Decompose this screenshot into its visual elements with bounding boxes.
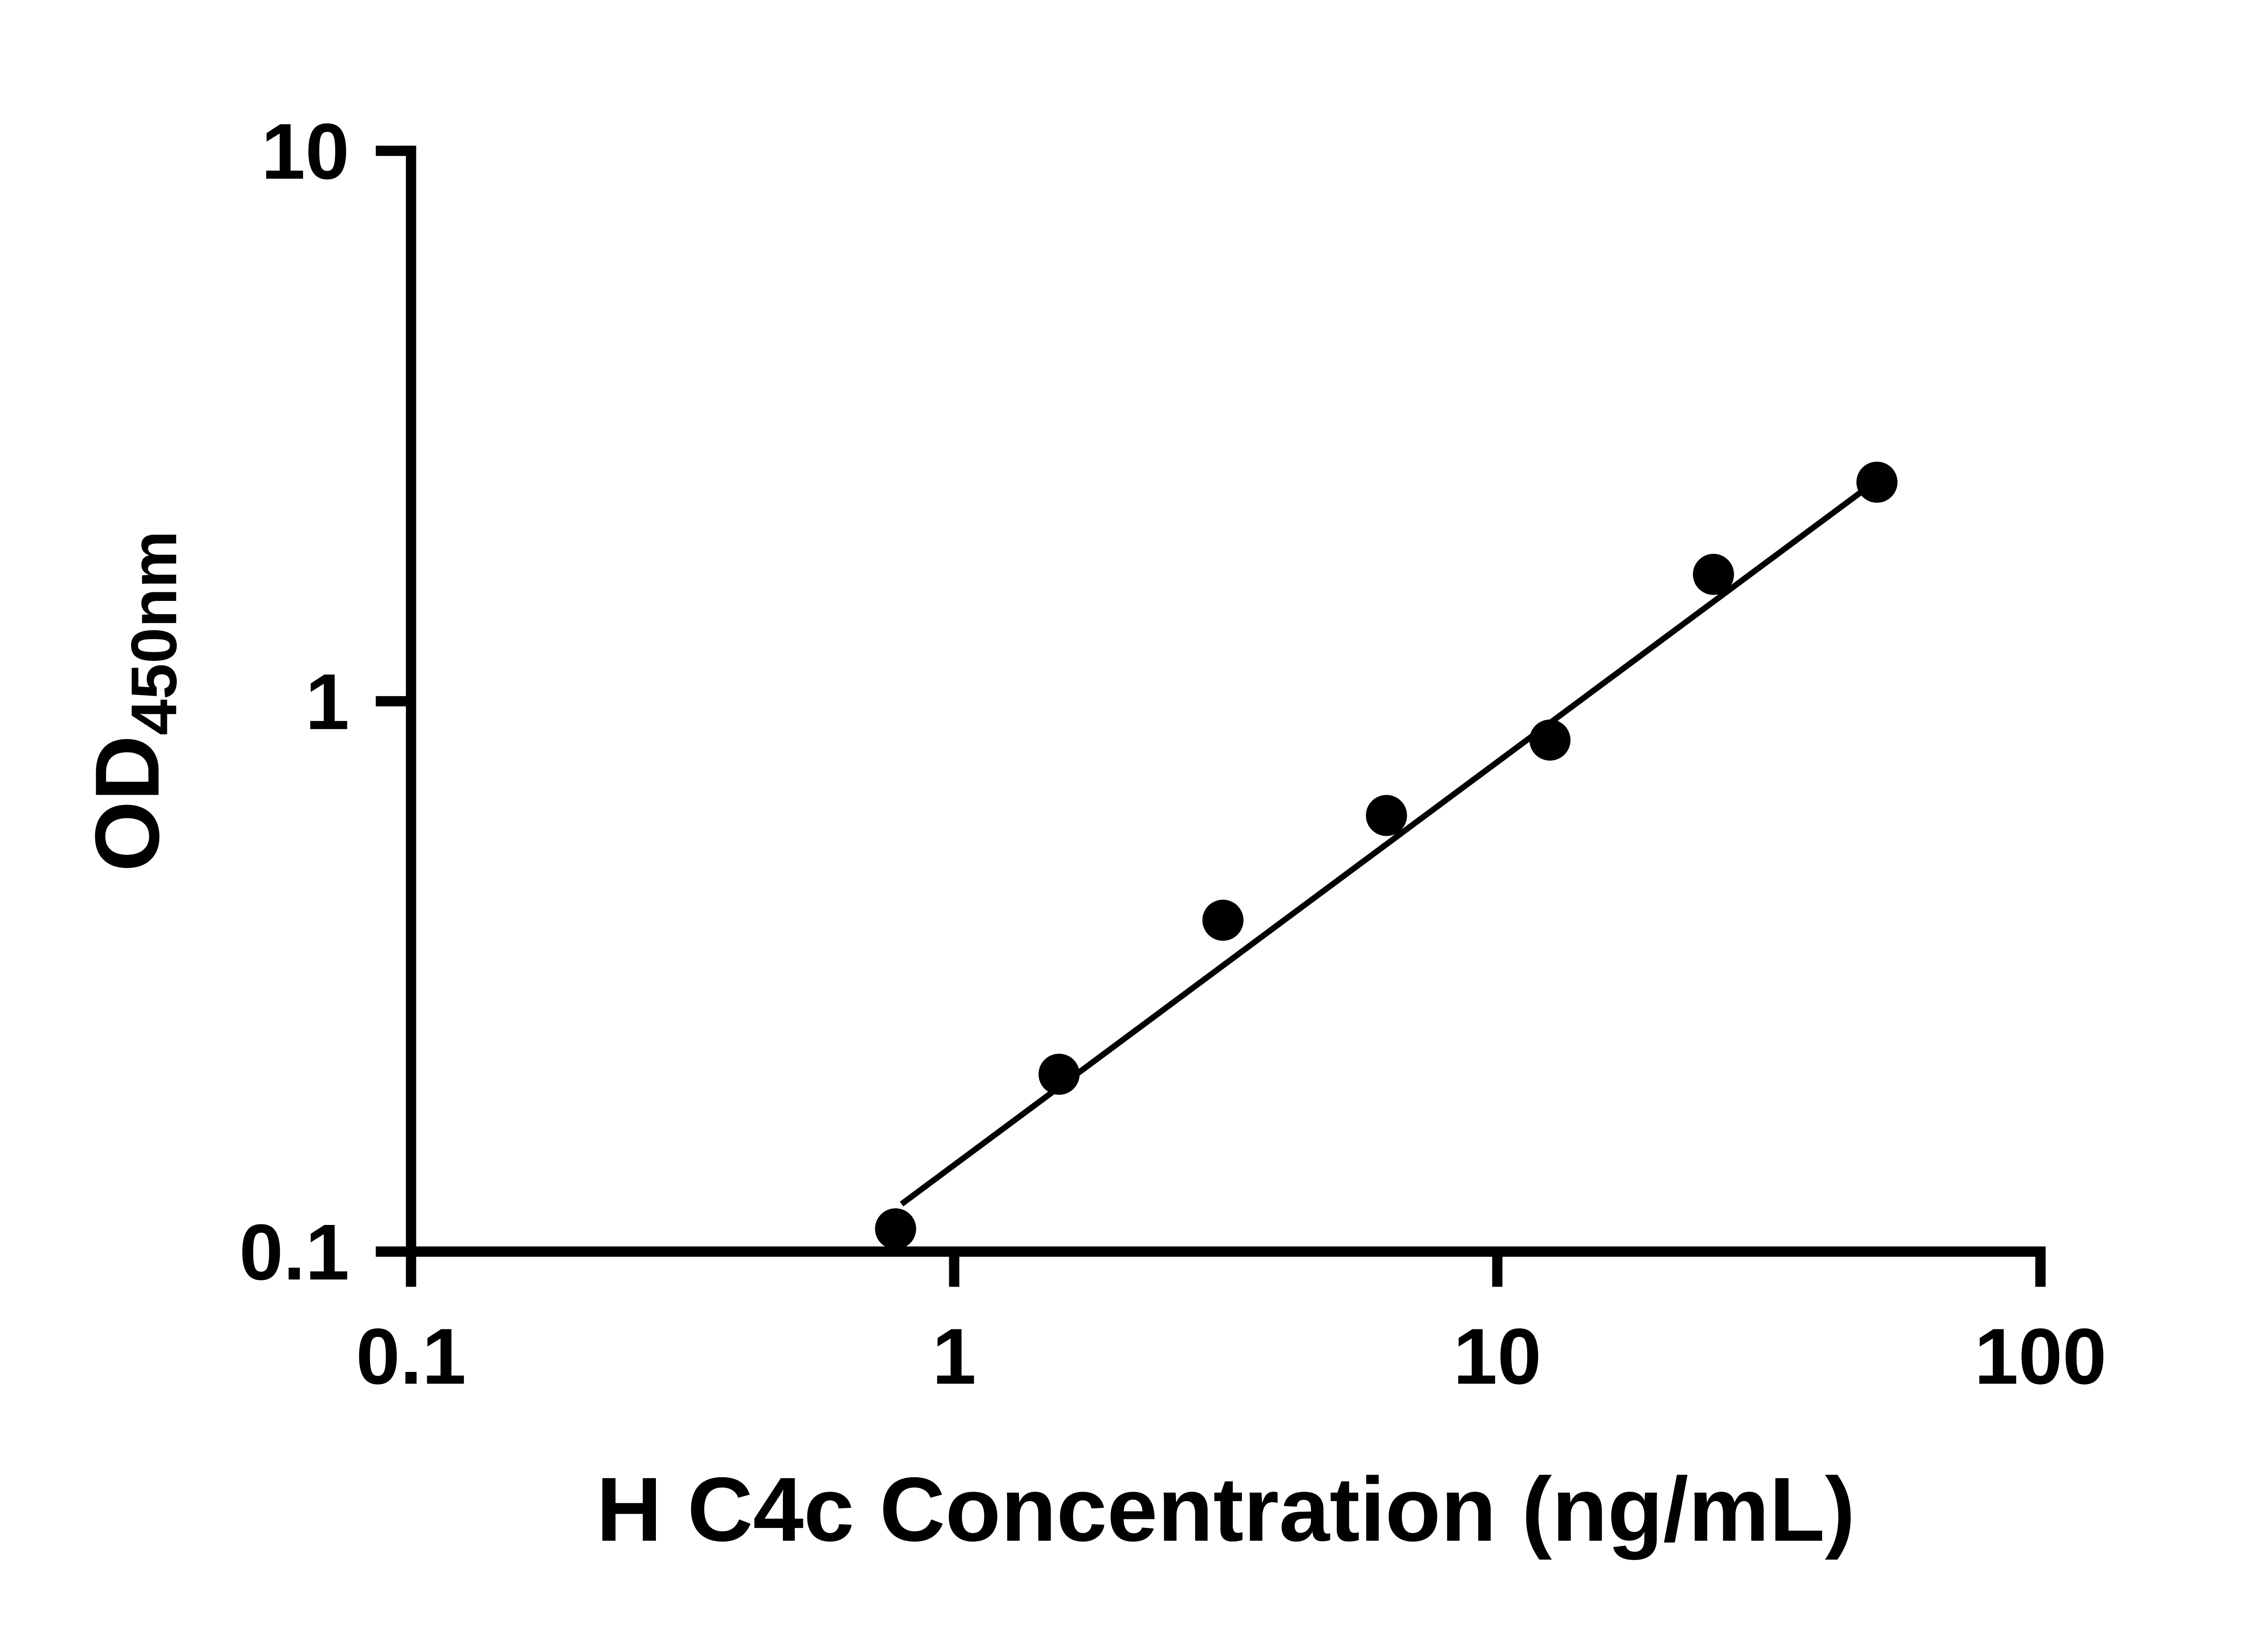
plot-area: 0.1 1 10 0.1 1 10 100: [239, 107, 2107, 1401]
y-tick-label: 1: [305, 658, 349, 746]
data-point: [1856, 461, 1898, 503]
trend-line: [899, 478, 1879, 1207]
x-tick-label: 0.1: [356, 1312, 466, 1401]
data-point: [1529, 719, 1571, 761]
y-axis-title-subscript: 450nm: [118, 531, 190, 735]
x-axis-title: H C4c Concentration (ng/mL): [596, 1458, 1855, 1560]
y-tick-label: 10: [261, 107, 349, 196]
data-point: [875, 1208, 916, 1249]
data-point: [1366, 795, 1407, 836]
x-tick-label: 10: [1453, 1312, 1541, 1401]
data-point: [1693, 554, 1734, 595]
data-point: [1202, 899, 1244, 941]
x-tick-label: 100: [1975, 1312, 2107, 1401]
y-axis-title: OD450nm: [76, 531, 191, 872]
data-point: [1038, 1054, 1080, 1095]
axes-spine: [406, 146, 2046, 1257]
y-axis-title-main: OD: [76, 735, 178, 872]
x-tick-label: 1: [932, 1312, 976, 1401]
y-tick-label: 0.1: [239, 1208, 349, 1297]
